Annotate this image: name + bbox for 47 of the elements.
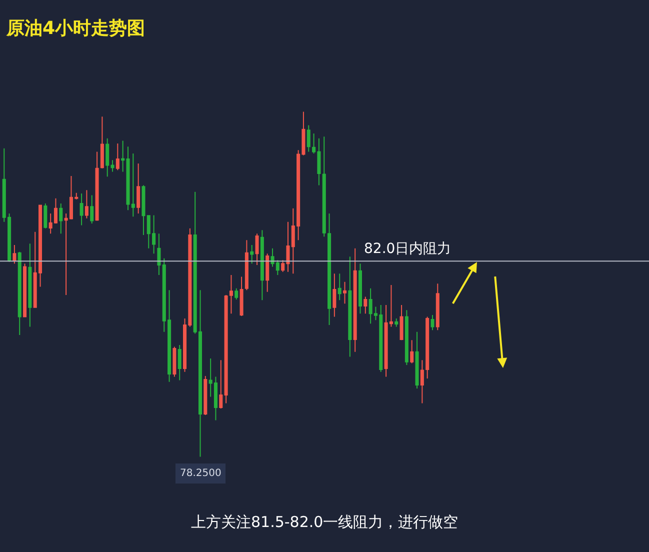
candlestick <box>342 281 347 304</box>
chart-title: 原油4小时走势图 <box>5 18 146 40</box>
candlestick <box>23 263 27 318</box>
candlestick <box>116 143 120 171</box>
candlestick <box>266 253 270 292</box>
candlestick <box>90 194 94 224</box>
candlestick <box>44 203 48 229</box>
candlestick <box>100 116 104 169</box>
candlestick <box>394 318 398 328</box>
ref-line-label: 82.0日内阻力 <box>364 241 452 257</box>
candlestick <box>12 244 16 264</box>
candlestick <box>348 256 352 358</box>
candlestick <box>142 184 146 236</box>
candlestick <box>204 376 208 416</box>
candlestick <box>59 203 63 234</box>
candlestick <box>353 248 357 352</box>
candlestick <box>410 340 414 364</box>
candlestick <box>106 138 110 178</box>
candlestick <box>240 276 244 317</box>
candlestick <box>255 233 259 266</box>
candlestick <box>178 344 182 381</box>
candlestick <box>110 160 114 172</box>
candlestick <box>80 193 84 226</box>
annotation: 78.2500 <box>180 468 222 479</box>
candlestick <box>260 230 264 301</box>
candlestick <box>436 283 440 331</box>
candlestick <box>306 124 310 152</box>
text: 上方关注81.5-82.0一线阻力，进行做空 <box>191 513 458 531</box>
candlestick <box>332 273 336 318</box>
candlestick <box>400 304 404 341</box>
candlestick <box>415 331 419 389</box>
candlestick <box>136 163 140 214</box>
candlestick <box>172 346 176 378</box>
candlestick <box>244 240 248 291</box>
candlestick <box>95 151 99 222</box>
candlestick <box>358 263 362 314</box>
candlestick <box>28 243 32 328</box>
candlestick <box>404 310 408 366</box>
candlestick <box>338 273 342 301</box>
candlestick <box>219 360 223 409</box>
candlestick <box>18 251 22 336</box>
candlestick <box>250 244 254 264</box>
candlestick <box>157 233 161 276</box>
candlestick <box>84 190 88 219</box>
candlestick <box>430 314 434 331</box>
candlestick <box>364 296 368 314</box>
candlestick <box>234 288 238 300</box>
